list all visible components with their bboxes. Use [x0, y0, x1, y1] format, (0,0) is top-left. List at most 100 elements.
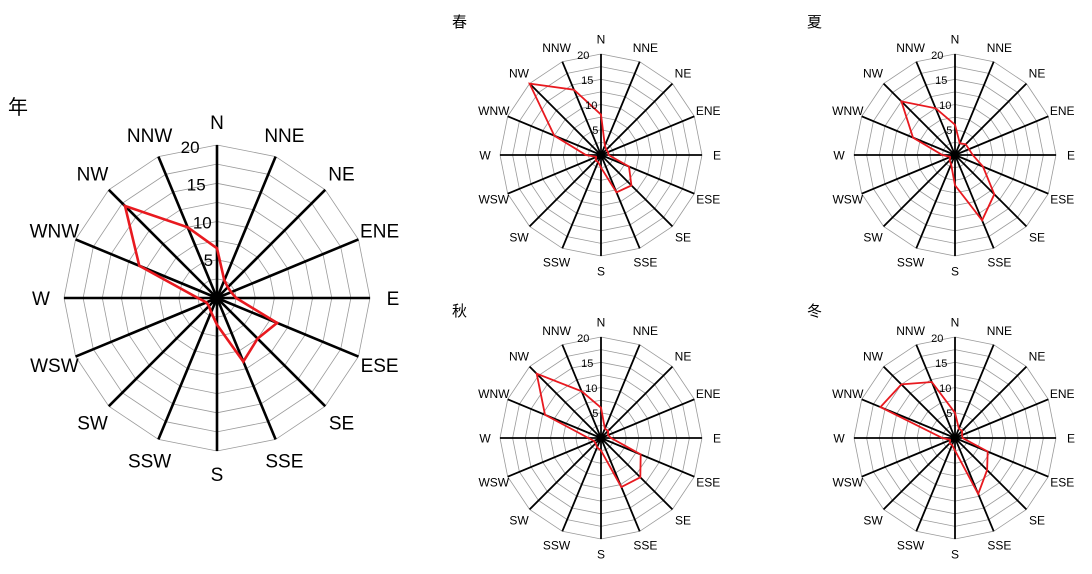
direction-label-ese: ESE	[361, 356, 399, 377]
direction-label-s: S	[211, 465, 224, 486]
direction-label-e: E	[1067, 431, 1075, 445]
direction-label-nne: NNE	[633, 41, 658, 55]
radial-tick-label: 5	[592, 408, 598, 420]
spoke-nnw	[915, 344, 956, 439]
panel-title: 冬	[807, 302, 822, 320]
spoke-sse	[600, 154, 641, 249]
radial-tick-label: 15	[187, 176, 206, 195]
spoke-nw	[528, 82, 602, 156]
direction-label-nne: NNE	[987, 324, 1012, 338]
spoke-nne	[215, 156, 277, 299]
series-line	[535, 372, 642, 489]
direction-label-sw: SW	[77, 413, 108, 434]
wind-rose-0: 年 N NNE NE ENE E ESE SE SSE S SSW SW WSW W WNW NW NNW 0 5 1…	[8, 95, 399, 486]
spoke-nne	[600, 344, 641, 439]
direction-label-nw: NW	[509, 349, 530, 363]
series-line	[878, 381, 989, 497]
spoke-ne	[954, 365, 1028, 439]
direction-label-wsw: WSW	[832, 193, 863, 207]
radial-tick-label: 20	[931, 50, 943, 62]
direction-label-wnw: WNW	[30, 222, 80, 243]
spoke-se	[600, 154, 674, 228]
spoke-wsw	[75, 296, 218, 358]
spoke-ese	[954, 437, 1049, 478]
panel-title: 年	[8, 95, 28, 119]
direction-label-nne: NNE	[633, 324, 658, 338]
wind-rose-1: 春 N NNE NE ENE E ESE SE SSE S SSW SW WSW W WNW NW NNW 0 5 1…	[452, 13, 721, 278]
direction-label-w: W	[479, 431, 491, 445]
direction-label-ese: ESE	[1050, 476, 1074, 490]
direction-label-nw: NW	[863, 349, 884, 363]
spoke-ssw	[561, 154, 602, 249]
direction-label-wsw: WSW	[478, 476, 509, 490]
radial-tick-label: 0	[950, 150, 956, 162]
direction-label-ssw: SSW	[897, 539, 925, 553]
spoke-wsw	[507, 154, 602, 195]
direction-label-ese: ESE	[1050, 193, 1074, 207]
direction-label-nnw: NNW	[542, 41, 571, 55]
spoke-ne	[600, 82, 674, 156]
direction-label-ene: ENE	[1050, 387, 1075, 401]
spoke-ene	[954, 115, 1049, 156]
spoke-wsw	[861, 154, 956, 195]
spoke-ese	[216, 296, 359, 358]
direction-label-nne: NNE	[264, 126, 304, 147]
radial-tick-label: 0	[950, 433, 956, 445]
direction-label-n: N	[597, 32, 606, 46]
direction-label-sw: SW	[509, 230, 529, 244]
direction-label-se: SE	[329, 413, 354, 434]
spoke-ene	[600, 115, 695, 156]
radial-tick-label: 10	[193, 213, 212, 232]
radial-tick-label: 0	[596, 433, 602, 445]
direction-label-n: N	[951, 32, 960, 46]
radial-tick-label: 10	[585, 100, 597, 112]
radial-tick-label: 20	[577, 333, 589, 345]
spoke-sw	[528, 154, 602, 228]
direction-label-w: W	[833, 148, 845, 162]
direction-label-ene: ENE	[1050, 104, 1075, 118]
direction-label-sse: SSE	[265, 451, 303, 472]
direction-label-sw: SW	[863, 230, 883, 244]
direction-label-ssw: SSW	[128, 451, 171, 472]
direction-label-wsw: WSW	[832, 476, 863, 490]
direction-label-nw: NW	[863, 66, 884, 80]
direction-label-sse: SSE	[987, 539, 1011, 553]
spoke-se	[954, 154, 1028, 228]
direction-label-nnw: NNW	[127, 126, 172, 147]
wind-rose-2: 夏 N NNE NE ENE E ESE SE SSE S SSW SW WSW W WNW NW NNW 0 5 1…	[807, 13, 1075, 278]
direction-label-nnw: NNW	[542, 324, 571, 338]
radial-tick-label: 5	[592, 125, 598, 137]
spoke-sse	[954, 154, 995, 249]
radial-tick-label: 10	[939, 383, 951, 395]
wind-rose-3: 秋 N NNE NE ENE E ESE SE SSE S SSW SW WSW W WNW NW NNW 0 5 1…	[452, 302, 721, 561]
radial-tick-label: 5	[204, 251, 213, 270]
direction-label-ssw: SSW	[897, 256, 925, 270]
direction-label-e: E	[387, 289, 400, 310]
direction-label-sw: SW	[509, 513, 529, 527]
direction-label-s: S	[951, 264, 959, 278]
radial-tick-label: 20	[931, 333, 943, 345]
radial-tick-label: 5	[946, 125, 952, 137]
spoke-wsw	[861, 437, 956, 478]
series-line	[123, 204, 280, 364]
direction-label-wsw: WSW	[478, 193, 509, 207]
radial-tick-label: 15	[581, 358, 593, 370]
direction-label-nw: NW	[77, 164, 109, 185]
direction-label-nne: NNE	[987, 41, 1012, 55]
spoke-sw	[107, 297, 218, 408]
radial-tick-label: 20	[181, 138, 200, 157]
direction-label-ne: NE	[675, 66, 692, 80]
direction-label-sw: SW	[863, 513, 883, 527]
spoke-nne	[600, 61, 641, 156]
spoke-nne	[954, 61, 995, 156]
direction-label-ene: ENE	[360, 222, 399, 243]
direction-label-wnw: WNW	[478, 387, 510, 401]
direction-label-e: E	[713, 431, 721, 445]
spoke-ssw	[915, 154, 956, 249]
direction-label-n: N	[210, 113, 224, 134]
spoke-se	[954, 437, 1028, 511]
spoke-ne	[954, 82, 1028, 156]
spoke-ssw	[561, 437, 602, 532]
direction-label-ne: NE	[328, 164, 354, 185]
